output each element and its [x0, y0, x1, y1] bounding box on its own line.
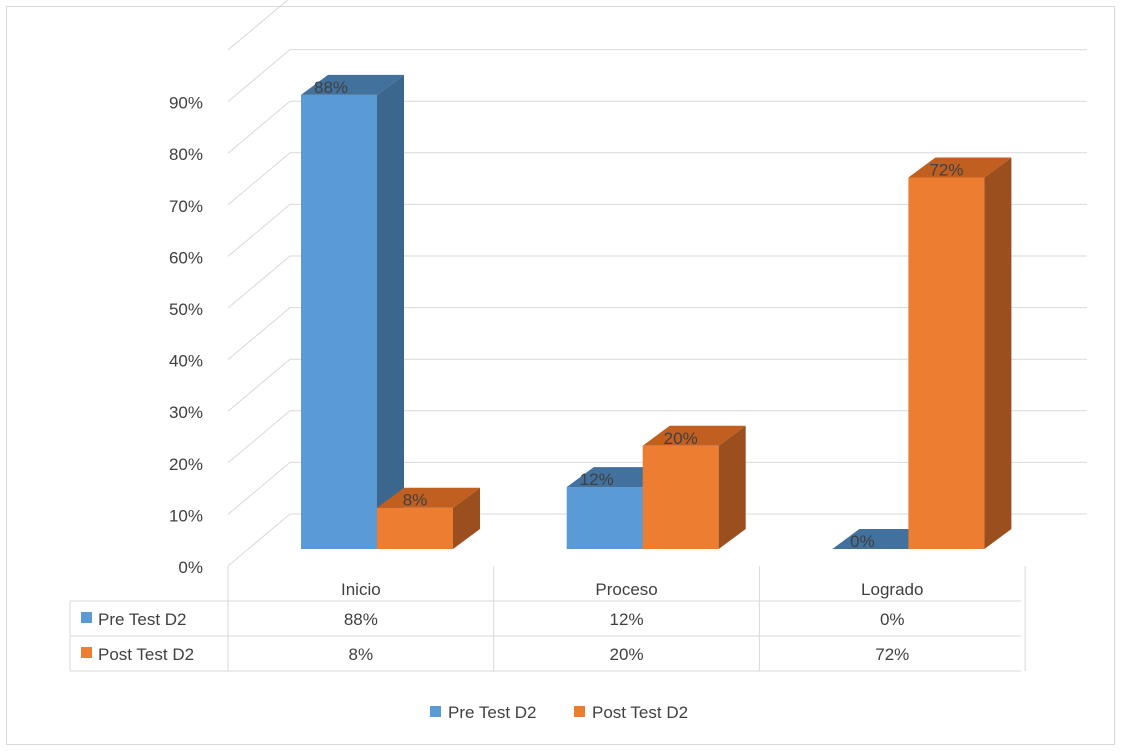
x-tick-label: Inicio — [341, 580, 381, 599]
table-cell: 12% — [610, 610, 644, 629]
side-wall-gridline — [227, 513, 291, 567]
y-tick-label: 20% — [169, 455, 203, 474]
side-wall-gridline — [227, 152, 291, 206]
legend-label: Pre Test D2 — [448, 703, 537, 722]
table-cell: 8% — [349, 645, 374, 664]
table-cell: 0% — [880, 610, 905, 629]
side-wall-gridline — [227, 358, 291, 412]
table-series-label: Post Test D2 — [98, 645, 194, 664]
side-wall-gridline — [227, 255, 291, 309]
bar-top — [642, 425, 746, 446]
y-tick-label: 90% — [169, 94, 203, 113]
x-tick-label: Proceso — [595, 580, 657, 599]
x-tick-label: Logrado — [861, 580, 923, 599]
side-wall-gridline — [227, 410, 291, 464]
table-cell: 88% — [344, 610, 378, 629]
data-label: 20% — [664, 429, 698, 448]
bar-front — [301, 94, 377, 550]
bar-side — [377, 74, 404, 550]
legend-key — [430, 706, 441, 717]
y-tick-label: 40% — [169, 352, 203, 371]
data-label: 72% — [929, 160, 963, 179]
table-series-label: Pre Test D2 — [98, 610, 187, 629]
data-label: 8% — [403, 491, 428, 510]
bar-top — [908, 157, 1012, 178]
side-wall-gridline — [227, 0, 289, 51]
data-label: 12% — [580, 470, 614, 489]
legend-label: Post Test D2 — [592, 703, 688, 722]
legend-key — [574, 706, 585, 717]
y-tick-label: 80% — [169, 145, 203, 164]
y-tick-label: 10% — [169, 506, 203, 525]
y-tick-label: 30% — [169, 403, 203, 422]
table-cell: 20% — [610, 645, 644, 664]
bar-side — [984, 157, 1012, 550]
side-wall-gridline — [227, 204, 291, 257]
side-wall-gridline — [227, 462, 291, 515]
table-legend-key — [81, 647, 92, 658]
bar-front — [377, 507, 453, 549]
y-tick-label: 50% — [169, 300, 203, 319]
y-tick-label: 0% — [178, 558, 203, 577]
bar-side — [718, 425, 746, 549]
bar-side — [453, 487, 480, 549]
side-wall-gridline — [227, 307, 291, 360]
table-cell: 72% — [875, 645, 909, 664]
side-wall-gridline — [227, 100, 291, 154]
data-label: 0% — [850, 532, 875, 551]
y-tick-label: 70% — [169, 197, 203, 216]
bar-front — [642, 445, 719, 549]
bar-front — [566, 487, 643, 549]
bar-front — [908, 177, 985, 550]
table-legend-key — [81, 612, 92, 623]
bar-top — [301, 74, 404, 95]
data-label: 88% — [314, 78, 348, 97]
y-tick-label: 60% — [169, 248, 203, 267]
bar-top — [377, 487, 480, 508]
side-wall-gridline — [227, 49, 291, 102]
